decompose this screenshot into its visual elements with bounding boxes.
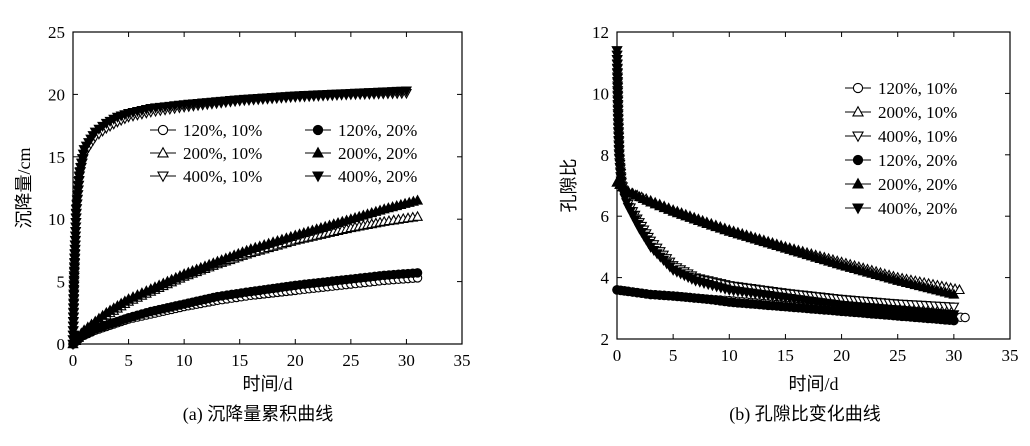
series-400-20-triangle-down-filled [67,86,412,350]
y-tick-label: 5 [57,273,66,292]
legend-label: 120%, 20% [878,151,957,170]
legend-label: 400%, 20% [338,167,417,186]
legend-label: 400%, 10% [183,167,262,186]
legend-label: 200%, 10% [183,144,262,163]
plot-frame [72,31,463,345]
data-point [953,283,966,295]
y-tick-label: 2 [601,330,610,349]
series-200-20-triangle-up-filled [67,194,424,349]
void-ratio-chart: 0 5 10 15 20 25 30 35 2 4 6 8 10 12 时间/d 孔隙比 (b) 孔隙比变化曲线… [559,23,1019,425]
legend-marker [852,177,864,189]
legend-item: 200%, 10% [845,103,957,122]
legend-item: 400%, 10% [150,167,262,186]
x-tick-label: 20 [833,346,850,365]
data-point [411,210,424,221]
legend-item: 120%, 10% [150,121,262,140]
x-tick-label: 35 [1002,346,1019,365]
x-tick-label: 15 [777,346,794,365]
legend-item: 120%, 20% [845,151,957,170]
series-200-20-triangle-up-filled [611,176,960,299]
y-axis-label: 沉降量/cm [14,148,34,229]
legend-item: 120%, 10% [845,79,957,98]
series-200-10-triangle-up-open [611,176,966,295]
figure-caption: (a) 沉降量累积曲线 [183,404,333,425]
y-tick-label: 8 [601,146,610,165]
legend-marker [852,82,864,94]
x-tick-label: 30 [945,346,962,365]
legend-label: 200%, 20% [878,175,957,194]
data-point [948,310,960,321]
x-tick-label: 20 [287,351,304,370]
legend-item: 200%, 20% [305,144,417,163]
legend-label: 120%, 10% [878,79,957,98]
y-tick-label: 25 [48,23,65,42]
data-point [948,302,960,313]
y-tick-label: 4 [601,269,610,288]
x-axis-label: 时间/d [788,374,838,394]
legend-marker [157,146,169,158]
data-point [411,194,424,205]
legend: 120%, 10% 200%, 10% 400%, 10% 120%, 20% 200%… [150,121,417,186]
legend-marker [312,124,324,136]
legend-item: 120%, 20% [305,121,417,140]
x-tick-label: 25 [889,346,906,365]
legend-marker [312,171,324,183]
x-tick-label: 30 [398,351,415,370]
legend: 120%, 10% 200%, 10% 400%, 10% 120%, 20% 200%… [845,79,957,218]
y-tick-label: 0 [57,335,66,354]
legend-item: 400%, 20% [305,167,417,186]
y-tick-label: 10 [48,210,65,229]
legend-marker [852,203,864,215]
legend-label: 200%, 20% [338,144,417,163]
y-tick-label: 10 [592,84,609,103]
legend-marker [157,171,169,183]
figure-caption: (b) 孔隙比变化曲线 [729,404,881,425]
legend-marker [852,131,864,143]
legend-marker [312,146,324,158]
x-tick-label: 5 [669,346,678,365]
data-point [400,86,412,97]
y-tick-label: 15 [48,148,65,167]
x-tick-label: 5 [124,351,133,370]
y-tick-label: 6 [601,207,610,226]
y-tick-label: 12 [592,23,609,42]
legend-label: 120%, 10% [183,121,262,140]
y-tick-label: 20 [48,85,65,104]
y-axis-label: 孔隙比 [559,159,579,213]
legend-label: 200%, 10% [878,103,957,122]
settlement-chart: 0 5 10 15 20 25 30 35 0 5 10 15 20 25 时间/d 沉降量/cm (a) 沉降… [14,23,471,425]
legend-item: 400%, 20% [845,199,957,218]
x-tick-label: 15 [231,351,248,370]
legend-item: 200%, 20% [845,175,957,194]
x-tick-label: 25 [342,351,359,370]
data-point [948,288,960,299]
legend-label: 400%, 20% [878,199,957,218]
x-tick-label: 35 [454,351,471,370]
x-tick-label: 10 [721,346,738,365]
series-400-20-triangle-down-filled [611,46,960,321]
legend-marker [852,154,864,166]
legend-marker [157,124,169,136]
x-tick-label: 0 [613,346,622,365]
x-tick-label: 10 [176,351,193,370]
legend-marker [852,105,864,117]
legend-item: 400%, 10% [845,127,957,146]
data-point [412,268,423,278]
legend-label: 120%, 20% [338,121,417,140]
x-axis-label: 时间/d [242,374,292,394]
x-tick-label: 0 [69,351,78,370]
legend-label: 400%, 10% [878,127,957,146]
legend-item: 200%, 10% [150,144,262,163]
series-120-20-circle-filled [68,268,423,349]
data-point [960,312,970,323]
